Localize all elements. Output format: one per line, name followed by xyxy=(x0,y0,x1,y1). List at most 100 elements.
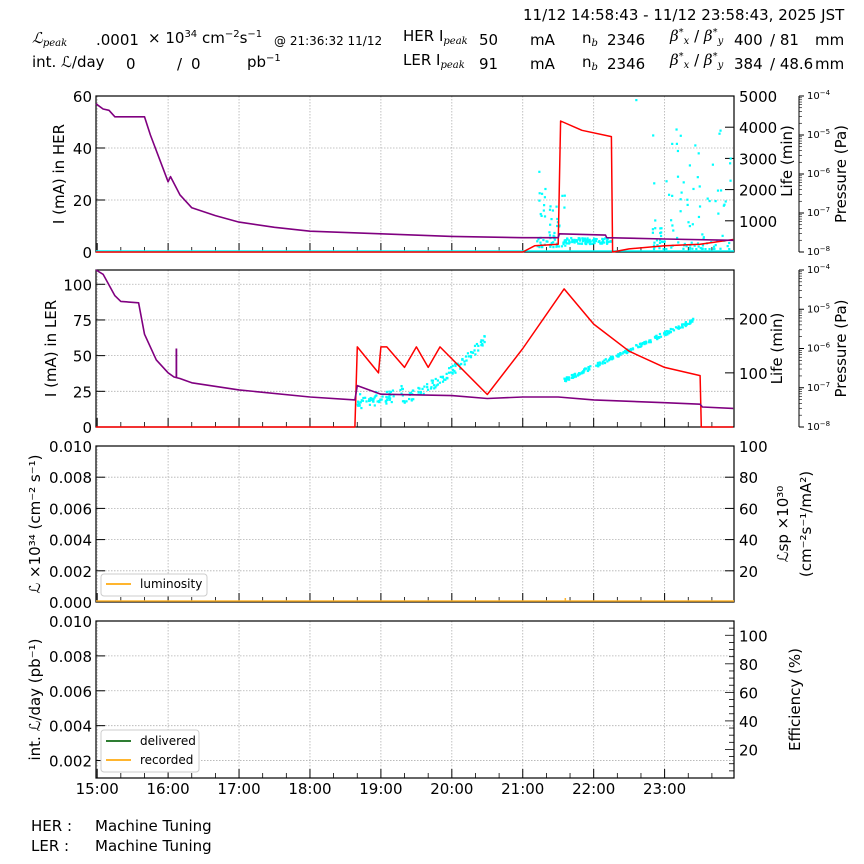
her-ipeak-unit: mA xyxy=(530,31,555,49)
svg-text:0.004: 0.004 xyxy=(49,532,92,550)
integrated-luminosity-chart: 0.002 0.004 0.006 0.008 0.010 20 40 60 80 100 15:0… xyxy=(49,613,768,798)
svg-text:60: 60 xyxy=(739,684,758,702)
svg-text:25: 25 xyxy=(73,383,92,401)
svg-text:delivered: delivered xyxy=(140,734,196,748)
ler-ipeak-unit: mA xyxy=(530,55,555,73)
svg-text:0.010: 0.010 xyxy=(49,613,92,631)
intl-unit-pb: pb xyxy=(247,53,267,71)
svg-text:20: 20 xyxy=(73,192,92,210)
ler-current-chart: 0 25 50 75 100 100 200 xyxy=(63,269,768,437)
svg-text:4000: 4000 xyxy=(739,119,777,137)
svg-text:40: 40 xyxy=(739,532,758,550)
svg-text:23:00: 23:00 xyxy=(643,780,686,798)
svg-text:17:00: 17:00 xyxy=(217,780,260,798)
svg-text:0.008: 0.008 xyxy=(49,469,92,487)
her-ylabel: I (mA) in HER xyxy=(50,124,68,224)
ler-status-label: LER : xyxy=(31,837,70,855)
svg-text:1000: 1000 xyxy=(739,213,777,231)
intl-unit: pb−1 xyxy=(247,53,281,71)
svg-text:10−4: 10−4 xyxy=(807,89,831,102)
svg-text:0.006: 0.006 xyxy=(49,683,92,701)
lpeak-label: ℒpeak xyxy=(32,31,68,49)
ler-beta-unit: mm xyxy=(815,55,845,73)
her-beta-unit: mm xyxy=(815,31,845,49)
svg-text:10−5: 10−5 xyxy=(807,128,830,141)
svg-text:10−8: 10−8 xyxy=(807,245,830,258)
svg-text:20:00: 20:00 xyxy=(430,780,473,798)
svg-text:10−6: 10−6 xyxy=(807,167,831,180)
svg-text:19:00: 19:00 xyxy=(359,780,402,798)
lumi-ylabel: ℒ ×10³⁴ (cm⁻² s⁻¹) xyxy=(26,454,44,593)
svg-text:0.004: 0.004 xyxy=(49,718,92,736)
ler-ipeak-label: LER Ipeak xyxy=(403,53,465,71)
her-ipeak-sub: peak xyxy=(443,36,468,47)
svg-text:0.002: 0.002 xyxy=(49,563,92,581)
svg-text:0: 0 xyxy=(82,244,92,262)
ler-ipeak-value: 91 xyxy=(479,55,499,73)
svg-text:Pressure (Pa): Pressure (Pa) xyxy=(832,299,850,397)
ler-ipeak-sub: peak xyxy=(440,60,465,71)
her-beta-x: 400 xyxy=(734,31,763,49)
svg-text:ℒsp ×10³⁰: ℒsp ×10³⁰ xyxy=(774,486,792,563)
ler-ylabel: I (mA) in LER xyxy=(42,300,60,397)
ler-beta-label: β*x / β*y xyxy=(670,51,724,71)
her-status-label: HER : xyxy=(31,817,73,835)
svg-text:18:00: 18:00 xyxy=(288,780,331,798)
lpeak-unit-s: s xyxy=(239,29,248,47)
her-status: Machine Tuning xyxy=(95,817,212,835)
svg-text:100: 100 xyxy=(739,627,768,645)
luminosity-chart: 0.000 0.002 0.004 0.006 0.008 0.010 20 40 60 80 10… xyxy=(49,438,768,612)
her-pressure-axis: 10−8 10−7 10−6 10−5 10−4 Pressure (Pa) xyxy=(798,89,850,258)
her-ipeak-text: HER I xyxy=(403,27,444,45)
her-beta-label: β*x / β*y xyxy=(670,27,724,47)
svg-text:0.008: 0.008 xyxy=(49,648,92,666)
svg-text:80: 80 xyxy=(739,656,758,674)
intl-label: int. ℒ/day xyxy=(32,53,105,71)
lpeak-value: .0001 xyxy=(96,31,139,49)
ler-nb-label: nb xyxy=(582,53,598,73)
svg-text:200: 200 xyxy=(739,311,768,329)
time-range: 11/12 14:58:43 - 11/12 23:58:43, 2025 JS… xyxy=(523,6,845,24)
svg-text:75: 75 xyxy=(73,312,92,330)
intl-sep: / xyxy=(177,55,183,73)
intl-recorded: 0 xyxy=(191,55,201,73)
lpeak-unit-exp: 34 xyxy=(184,29,198,40)
svg-text:20: 20 xyxy=(739,563,758,581)
svg-text:0: 0 xyxy=(82,419,92,437)
svg-text:100: 100 xyxy=(739,365,768,383)
svg-text:15:00: 15:00 xyxy=(76,780,119,798)
svg-text:16:00: 16:00 xyxy=(146,780,189,798)
svg-text:60: 60 xyxy=(73,88,92,106)
svg-text:80: 80 xyxy=(739,469,758,487)
svg-text:100: 100 xyxy=(63,276,92,294)
lpeak-unit-prefix: × 10 xyxy=(148,29,185,47)
lpeak-unit-s-exp: −1 xyxy=(247,29,263,40)
svg-text:20: 20 xyxy=(739,741,758,759)
svg-text:10−7: 10−7 xyxy=(807,381,830,394)
efficiency-label: Efficiency (%) xyxy=(786,648,804,751)
svg-text:0.010: 0.010 xyxy=(49,438,92,456)
intl-delivered: 0 xyxy=(126,55,136,73)
ler-nb-text: n xyxy=(582,53,592,71)
her-ipeak-label: HER Ipeak xyxy=(403,27,468,47)
svg-text:10−8: 10−8 xyxy=(807,420,830,433)
svg-text:Pressure (Pa): Pressure (Pa) xyxy=(832,125,850,223)
intl-ylabel: int. ℒ/day (pb⁻¹) xyxy=(26,639,44,761)
ler-pressure-axis: 10−8 10−7 10−6 10−5 10−4 Pressure (Pa) xyxy=(798,263,850,433)
svg-text:10−5: 10−5 xyxy=(807,302,830,315)
lpeak-unit-cm-exp: −2 xyxy=(224,29,240,40)
svg-text:60: 60 xyxy=(739,500,758,518)
svg-text:luminosity: luminosity xyxy=(140,577,202,591)
svg-text:100: 100 xyxy=(739,438,768,456)
svg-text:3000: 3000 xyxy=(739,150,777,168)
ler-beta-y: / 48.6 xyxy=(770,55,814,73)
svg-text:10−6: 10−6 xyxy=(807,342,831,355)
lpeak-sub: peak xyxy=(42,38,68,49)
ler-nb-value: 2346 xyxy=(607,55,646,73)
ler-beta-x: 384 xyxy=(734,55,763,73)
svg-text:5000: 5000 xyxy=(739,88,777,106)
svg-text:recorded: recorded xyxy=(140,753,193,767)
luminosity-legend: luminosity xyxy=(100,573,208,597)
her-nb-value: 2346 xyxy=(607,31,646,49)
